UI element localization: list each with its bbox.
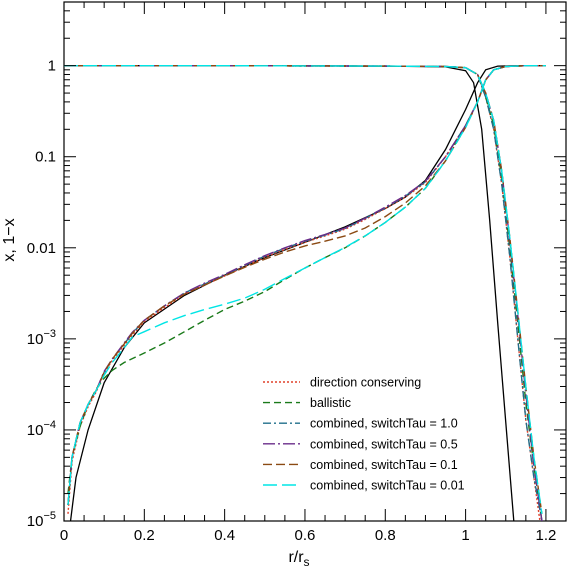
series-line-combined-switchtau-1-0-lower bbox=[67, 65, 546, 506]
y-tick-label: 10−4 bbox=[27, 419, 56, 439]
series-line-combined-switchtau-1-0-upper bbox=[64, 65, 543, 521]
x-axis-title: r/rs bbox=[288, 549, 309, 567]
legend: direction conserving ballistic combined, s… bbox=[263, 376, 465, 493]
series-line-combined-switchtau-0-5-upper bbox=[64, 65, 543, 521]
legend-label: combined, switchTau = 0.01 bbox=[310, 479, 465, 493]
series-line-reference-upper bbox=[64, 65, 515, 521]
x-tick-label: 0.6 bbox=[295, 527, 316, 544]
x-tick-label: 1 bbox=[461, 527, 469, 544]
series-line-ballistic-lower bbox=[67, 65, 546, 494]
legend-label: combined, switchTau = 1.0 bbox=[310, 417, 458, 431]
x-tick-label: 1.2 bbox=[535, 527, 556, 544]
series-line-combined-switchtau-0-01-upper bbox=[64, 65, 543, 514]
x-tick-label: 0.4 bbox=[214, 527, 235, 544]
y-axis-title: x, 1−x bbox=[1, 218, 18, 261]
series-layer bbox=[64, 65, 546, 521]
x-tick-label: 0.8 bbox=[375, 527, 396, 544]
series-line-direction-conserving-upper bbox=[64, 65, 541, 521]
x-tick-label: 0 bbox=[60, 527, 68, 544]
series-line-direction-conserving-lower bbox=[67, 65, 546, 514]
legend-label: combined, switchTau = 0.1 bbox=[310, 458, 458, 472]
series-line-combined-switchtau-0-01-lower bbox=[67, 65, 546, 506]
y-tick-label: 10−5 bbox=[27, 510, 56, 530]
series-line-reference-lower bbox=[69, 65, 546, 521]
tick-labels: 0 0.2 0.4 0.6 0.8 1 1.2 1 0.1 0.01 10−3 10−4 10−5 bbox=[27, 58, 557, 544]
series-line-combined-switchtau-0-1-lower bbox=[67, 65, 546, 506]
legend-label: direction conserving bbox=[310, 376, 421, 390]
axis-ticks bbox=[63, 1, 567, 522]
y-tick-label: 1 bbox=[48, 58, 56, 75]
series-line-ballistic-upper bbox=[64, 65, 543, 521]
x-tick-label: 0.2 bbox=[134, 527, 155, 544]
y-tick-label: 10−3 bbox=[27, 328, 56, 348]
series-line-combined-switchtau-0-5-lower bbox=[67, 65, 546, 506]
legend-label: combined, switchTau = 0.5 bbox=[310, 437, 458, 451]
legend-label: ballistic bbox=[310, 396, 351, 410]
y-tick-label: 0.01 bbox=[27, 240, 56, 257]
y-tick-label: 0.1 bbox=[35, 149, 56, 166]
series-line-combined-switchtau-0-1-upper bbox=[64, 65, 543, 514]
